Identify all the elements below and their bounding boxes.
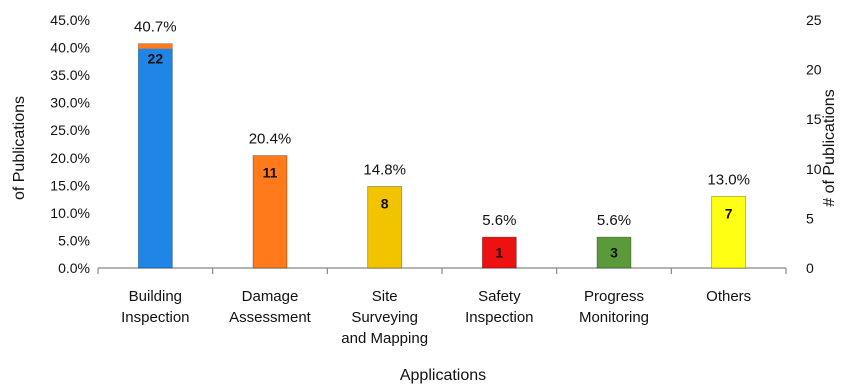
right-axis: 0 5 10 15 20 25	[806, 12, 822, 276]
category-label-line: and Mapping	[341, 330, 428, 347]
category-label: Others	[706, 288, 751, 305]
percent-label: 13.0%	[707, 171, 750, 188]
count-label: 1	[495, 245, 503, 261]
bar	[252, 155, 288, 269]
y-tick-label: 30.0%	[50, 95, 90, 111]
x-axis	[97, 267, 787, 274]
y2-tick-label: 15	[806, 111, 822, 127]
bars	[137, 43, 747, 269]
category-label: Building Inspection	[121, 288, 189, 326]
y-tick-label: 0.0%	[58, 260, 90, 276]
count-label: 3	[610, 245, 618, 261]
y2-tick-label: 20	[806, 62, 822, 78]
percent-label: 14.8%	[363, 161, 406, 178]
category-label: Site Surveying and Mapping	[341, 288, 428, 347]
bar	[596, 236, 632, 269]
count-label: 11	[263, 165, 278, 181]
y2-tick-label: 0	[806, 260, 814, 276]
category-label-line: Assessment	[229, 309, 312, 326]
category-label: Progress Monitoring	[579, 288, 649, 326]
count-label: 22	[148, 51, 164, 67]
percent-label: 20.4%	[249, 131, 292, 148]
category-label-line: Damage	[242, 288, 299, 305]
bar	[711, 195, 747, 269]
y-axis-title: of Publications	[11, 96, 28, 200]
percent-label: 5.6%	[482, 212, 516, 229]
bar	[367, 186, 403, 269]
y-tick-label: 25.0%	[50, 122, 90, 138]
y2-axis-title: # of Publications	[821, 89, 838, 206]
y-tick-label: 35.0%	[50, 67, 90, 83]
y-tick-label: 10.0%	[50, 205, 90, 221]
category-label-line: Site	[372, 288, 398, 305]
bar	[137, 43, 173, 269]
y-tick-label: 20.0%	[50, 150, 90, 166]
category-label-line: Monitoring	[579, 309, 649, 326]
category-label-line: Surveying	[351, 309, 418, 326]
y-tick-label: 40.0%	[50, 40, 90, 56]
bar-top-accent	[138, 43, 173, 49]
y-tick-label: 45.0%	[50, 12, 90, 28]
category-label-line: Building	[129, 288, 182, 305]
category-label-line: Progress	[584, 288, 644, 305]
y2-tick-label: 10	[806, 161, 822, 177]
category-label-line: Inspection	[465, 309, 533, 326]
labels: 40.7% 22 Building Inspection 20.4% 11 Damage As…	[121, 19, 751, 347]
count-label: 8	[381, 195, 389, 211]
y-tick-label: 5.0%	[58, 232, 90, 248]
percent-label: 40.7%	[134, 19, 177, 36]
percent-label: 5.6%	[597, 212, 631, 229]
category-label: Damage Assessment	[229, 288, 312, 326]
category-label: Safety Inspection	[465, 288, 533, 326]
y2-tick-label: 25	[806, 12, 822, 28]
y2-tick-label: 5	[806, 210, 814, 226]
category-label-line: Safety	[478, 288, 521, 305]
category-label-line: Inspection	[121, 309, 189, 326]
x-axis-title: Applications	[400, 367, 486, 384]
y-tick-label: 15.0%	[50, 177, 90, 193]
left-axis: 0.0% 5.0% 10.0% 15.0% 20.0% 25.0% 30.0% 35.0% 40…	[50, 12, 90, 276]
count-label: 7	[725, 205, 733, 221]
category-label-line: Others	[706, 288, 751, 305]
bar	[481, 236, 517, 269]
